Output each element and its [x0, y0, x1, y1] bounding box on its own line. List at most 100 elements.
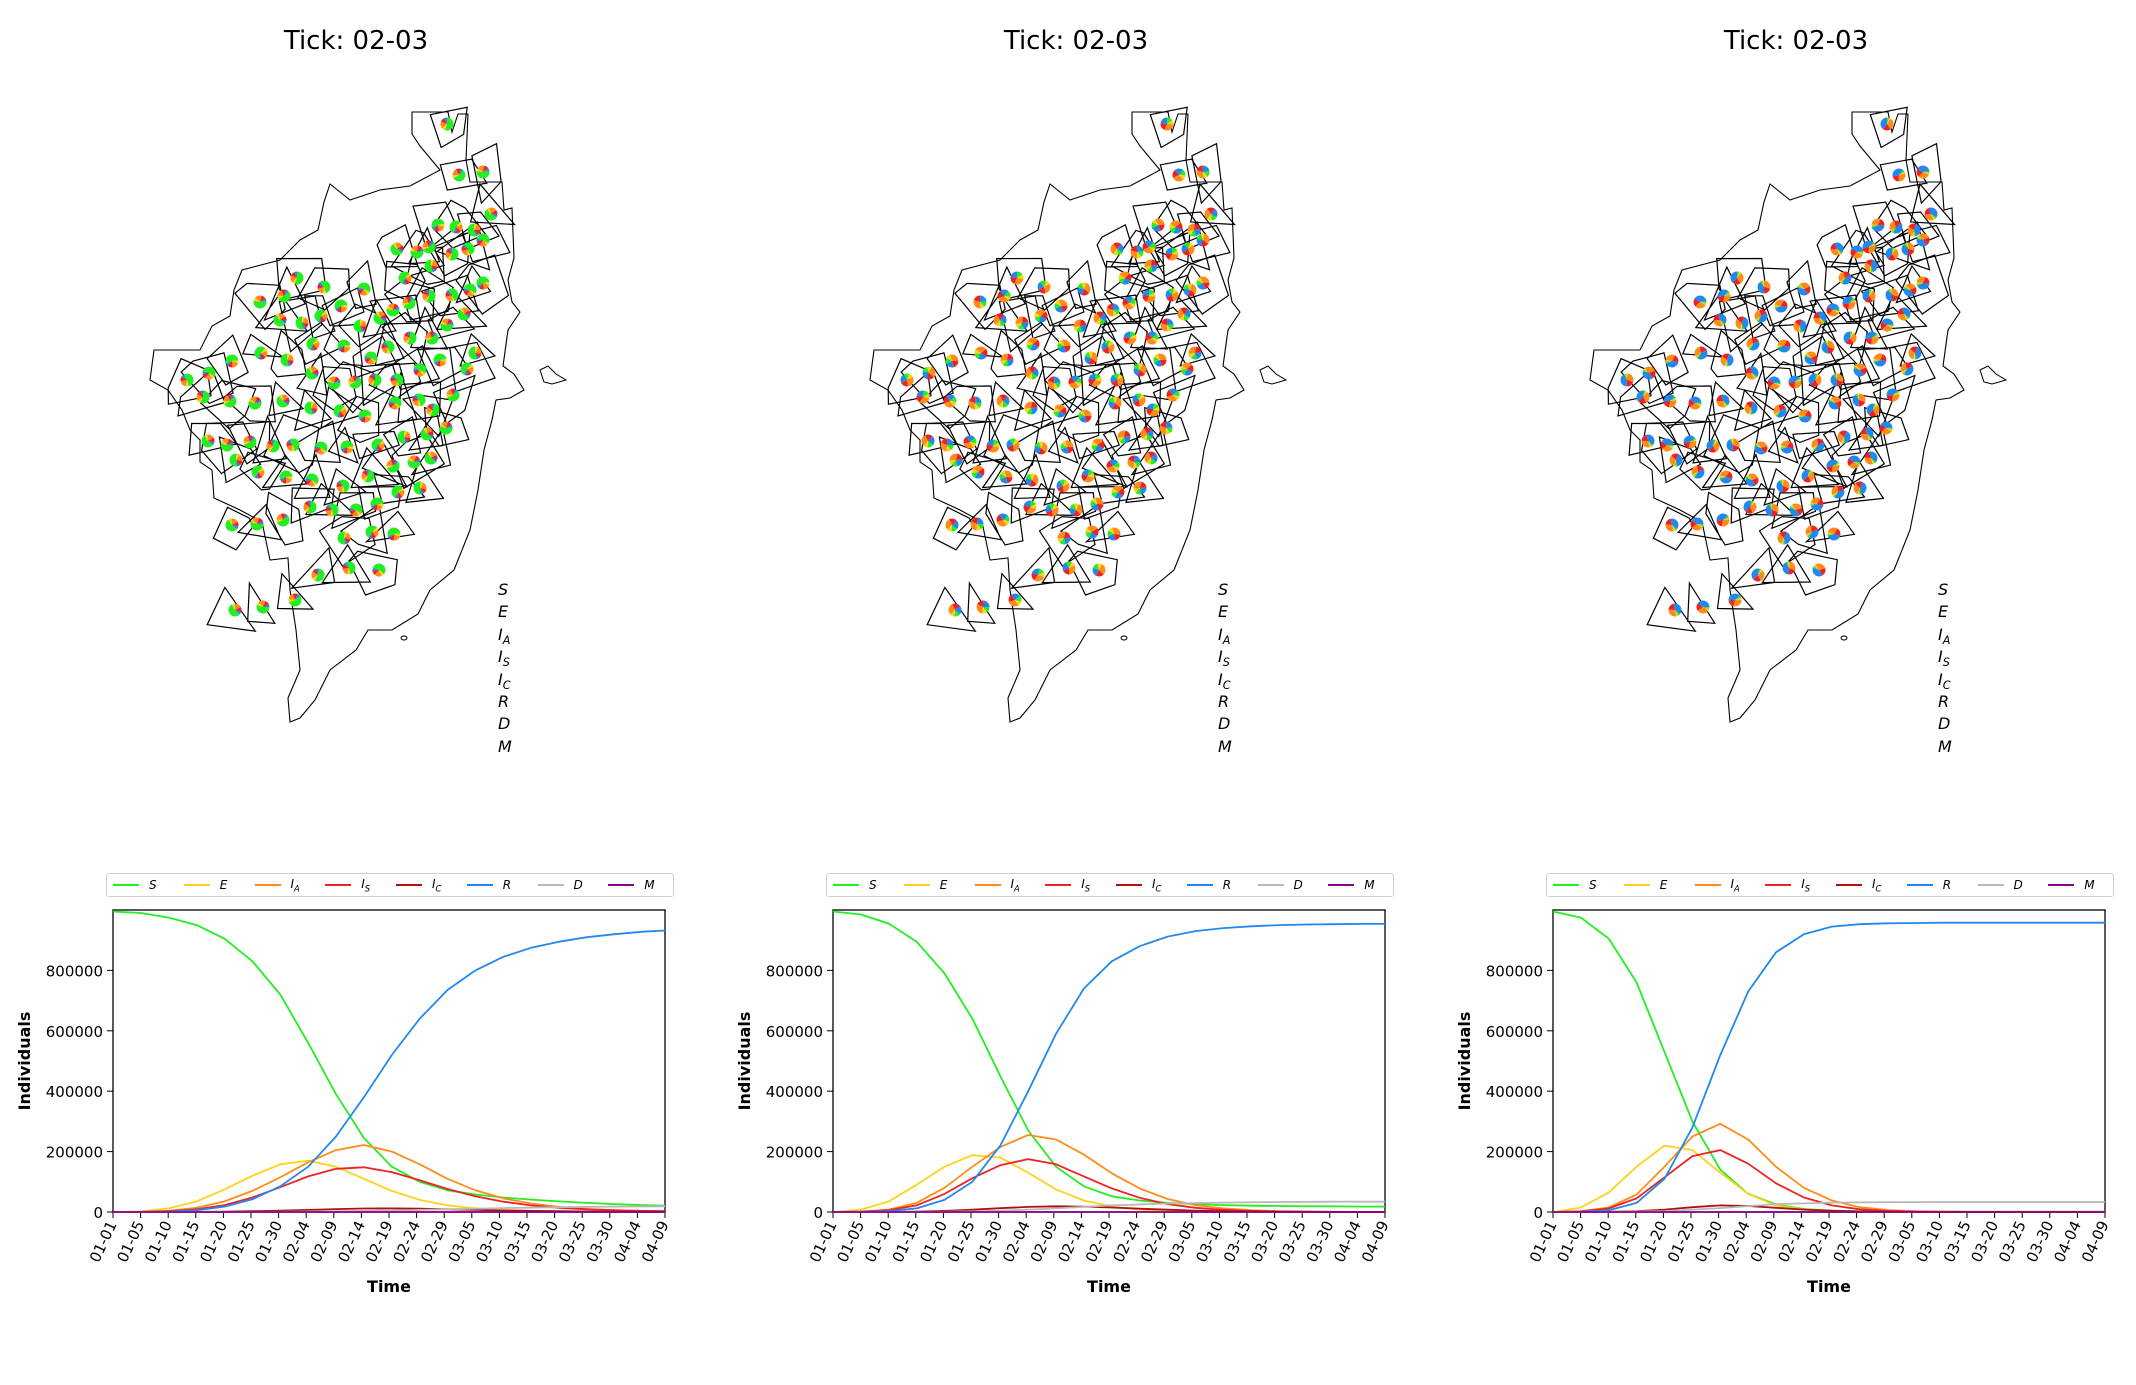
pie-slice-IS	[1811, 525, 1818, 532]
pie-slice-E	[486, 207, 491, 214]
pie-slice-IA	[1668, 400, 1677, 408]
district-pie	[1196, 276, 1210, 290]
district-pie	[1045, 503, 1059, 517]
legend-label: R	[1942, 878, 1952, 892]
pie-slice-S	[339, 479, 350, 493]
district-pie	[306, 337, 320, 351]
pie-slice-R	[1789, 507, 1800, 517]
district-pie	[1746, 337, 1760, 351]
district-pie	[973, 295, 987, 309]
pie-slice-R	[343, 562, 349, 568]
district-pie	[1085, 525, 1099, 539]
legend-label: IC	[1152, 876, 1162, 894]
pie-slice-S	[447, 390, 460, 402]
pie-slice-R	[413, 368, 420, 372]
pie-slice-E	[371, 358, 377, 364]
pie-slice-IA	[483, 283, 490, 290]
pie-slice-S	[1931, 214, 1937, 219]
legend-label: M	[2084, 878, 2095, 892]
district-pie	[1866, 403, 1880, 417]
district-pie	[273, 313, 287, 327]
pie-slice-IA	[1063, 483, 1070, 493]
pie-slice-IA	[1924, 214, 1934, 221]
pie-slice-IS	[1187, 364, 1194, 373]
pie-slice-R	[1719, 477, 1733, 484]
pie-slice-IS	[1908, 249, 1915, 256]
pie-slice-IA	[313, 341, 320, 349]
pie-slice-S	[370, 497, 384, 507]
pie-slice-R	[1152, 225, 1161, 232]
pie-slice-IA	[1155, 218, 1165, 225]
pie-slice-S	[295, 316, 304, 330]
district-pie	[333, 404, 347, 418]
pie-slice-R	[1886, 388, 1898, 396]
pie-slice-IS	[1897, 307, 1904, 315]
pie-slice-S	[1703, 607, 1710, 610]
pie-slice-R	[1666, 361, 1679, 368]
pie-slice-R	[254, 472, 258, 479]
pie-slice-IS	[996, 514, 1003, 522]
pie-slice-IA	[258, 600, 266, 607]
district-pie	[1812, 563, 1826, 577]
district-pie	[407, 455, 421, 469]
pie-slice-IS	[1073, 510, 1081, 517]
pie-slice-S	[1923, 170, 1930, 173]
pie-slice-IA	[1898, 173, 1906, 182]
pie-slice-IS	[1160, 359, 1167, 367]
district-pie	[337, 531, 351, 545]
district-pie	[1719, 470, 1733, 484]
pie-slice-IS	[1860, 427, 1867, 434]
pie-slice-E	[1026, 340, 1033, 346]
pie-slice-E	[949, 460, 956, 465]
pie-slice-R	[1768, 376, 1781, 383]
pie-slice-IA	[452, 169, 459, 176]
district-pie	[457, 307, 471, 321]
pie-slice-R	[1165, 247, 1173, 254]
pie-slice-R	[432, 225, 438, 231]
pie-slice-R	[975, 396, 982, 403]
district-pie	[1717, 289, 1731, 303]
pie-slice-IS	[1010, 276, 1017, 284]
pie-slice-E	[344, 531, 348, 538]
pie-slice-S	[1850, 331, 1853, 338]
district-pie	[993, 313, 1007, 327]
pie-slice-S	[1183, 284, 1190, 290]
legend-label-D: D	[498, 714, 511, 734]
pie-slice-S	[1038, 568, 1044, 575]
district-pie	[1924, 207, 1938, 221]
pie-slice-E	[1139, 393, 1145, 400]
pie-slice-S	[468, 346, 477, 360]
pie-slice-IS	[1028, 366, 1037, 373]
district-pie	[1110, 373, 1124, 387]
pie-slice-S	[279, 470, 293, 480]
legend-label-IS: IS	[1218, 647, 1230, 670]
pie-slice-IS	[1106, 460, 1113, 468]
pie-slice-IA	[1169, 254, 1179, 261]
pie-slice-E	[1112, 249, 1118, 256]
pie-slice-IA	[1110, 243, 1117, 255]
pie-slice-IS	[1081, 289, 1090, 296]
pie-slice-IA	[1160, 322, 1167, 332]
pie-slice-E	[275, 313, 280, 320]
pie-slice-E	[1917, 235, 1923, 240]
pie-slice-IA	[1774, 299, 1784, 306]
pie-slice-IA	[422, 241, 429, 248]
pie-slice-R	[1815, 442, 1825, 452]
pie-slice-E	[427, 410, 433, 416]
pie-slice-R	[1871, 259, 1878, 273]
pie-slice-E	[1038, 572, 1045, 577]
pie-slice-IA	[386, 459, 393, 466]
district-pie	[968, 396, 982, 410]
pie-slice-E	[1063, 480, 1069, 486]
pie-slice-IS	[1102, 347, 1110, 354]
district-pie	[1745, 366, 1759, 380]
district-pie	[1183, 283, 1197, 297]
pie-slice-S	[1903, 286, 1910, 290]
pie-slice-IA	[1200, 276, 1210, 283]
district-pie	[1916, 233, 1930, 247]
legend-entry-IS: IS	[1759, 877, 1830, 893]
pie-slice-IA	[475, 347, 482, 354]
pie-slice-IA	[390, 403, 398, 410]
pie-slice-E	[1869, 266, 1872, 273]
pie-slice-S	[228, 604, 240, 617]
